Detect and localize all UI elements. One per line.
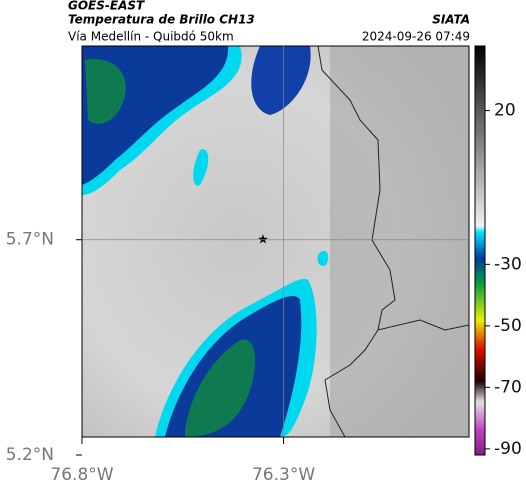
- map-frame: [81, 45, 470, 438]
- colorbar-tick-label: -50: [494, 316, 522, 336]
- colorbar-tick-label: -70: [494, 377, 522, 397]
- y-tick-label: 5.7°N: [6, 230, 54, 250]
- colorbar-tick-label: -30: [494, 254, 522, 274]
- datetime: 2024-09-26 07:49: [362, 30, 470, 44]
- x-tick-label: 76.3°W: [252, 465, 315, 485]
- source: GOES-EAST: [68, 0, 145, 13]
- org: SIATA: [432, 13, 470, 27]
- y-tick-label: 5.2°N: [6, 445, 54, 465]
- colorbar-tick-label: -90: [494, 439, 522, 459]
- subtitle: Vía Medellín - Quibdó 50km: [68, 30, 234, 44]
- x-tick-label: 76.8°W: [50, 465, 113, 485]
- title: Temperatura de Brillo CH13: [68, 13, 255, 27]
- colorbar: [474, 45, 486, 456]
- colorbar-tick-label: 20: [494, 101, 516, 121]
- imagery: [82, 46, 469, 437]
